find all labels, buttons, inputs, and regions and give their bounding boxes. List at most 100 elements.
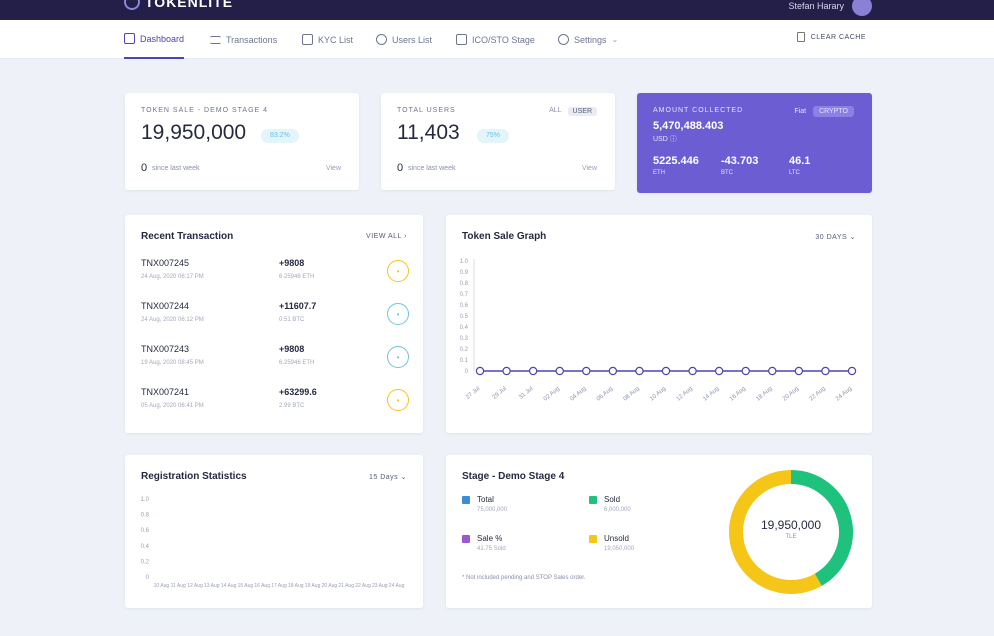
- tx-amount-sub: 6.25946 ETH: [279, 360, 315, 366]
- card-title: Registration Statistics: [141, 471, 247, 482]
- range-dropdown[interactable]: 15 Days ⌄: [368, 474, 407, 481]
- pending-icon: •: [387, 260, 409, 282]
- tx-amount: +9808: [279, 258, 305, 268]
- range-dropdown[interactable]: 30 DAYS ⌄: [815, 234, 856, 241]
- eth-amount: 5225.446 ETH: [653, 155, 699, 176]
- weekly-count: 0: [397, 162, 404, 174]
- logo-text: TOKENLITE: [145, 0, 234, 10]
- toggle-crypto[interactable]: CRYPTO: [813, 106, 854, 117]
- nav-item-stage[interactable]: ICO/STO Stage: [456, 20, 535, 59]
- x-tick-label: 10 Aug: [649, 386, 667, 403]
- user-filter-toggle: ALL USER: [549, 107, 597, 116]
- progress-icon: •: [387, 303, 409, 325]
- x-tick-label: 14 Aug: [221, 583, 237, 589]
- x-tick-label: 16 Aug: [254, 583, 270, 589]
- currency-toggle: Fiat CRYPTO: [794, 106, 854, 117]
- transaction-row[interactable]: TNX007243 19 Aug, 2020 08:45 PM +9808 6.…: [141, 344, 409, 384]
- donut-value: 19,950,000: [760, 518, 822, 532]
- y-tick-label: 0.8: [141, 513, 150, 519]
- data-point: [741, 366, 750, 376]
- y-tick-label: 0.9: [460, 270, 469, 276]
- tx-id: TNX007241: [141, 387, 190, 397]
- transaction-row[interactable]: TNX007241 05 Aug, 2020 06:41 PM +63299.6…: [141, 387, 409, 427]
- nav-item-dashboard[interactable]: Dashboard: [124, 20, 185, 59]
- brand-logo[interactable]: TOKENLITE: [124, 0, 233, 10]
- data-point: [714, 366, 724, 376]
- x-tick-label: 23 Aug: [372, 583, 388, 589]
- tx-amount: +63299.6: [279, 387, 317, 397]
- tx-id: TNX007245: [141, 258, 190, 268]
- btc-amount: -43.703 BTC: [721, 155, 759, 176]
- x-tick-label: 10 Aug: [154, 583, 170, 589]
- legend-swatch: [589, 535, 597, 543]
- nav-item-kyc[interactable]: KYC List: [302, 20, 353, 59]
- y-tick-label: 0.3: [460, 336, 469, 342]
- y-tick-label: 0.2: [460, 347, 469, 353]
- legend-value: 41.75 Sold: [477, 546, 506, 552]
- x-tick-label: 21 Aug: [338, 583, 354, 589]
- kyc-icon: [302, 34, 313, 45]
- data-point: [528, 366, 538, 376]
- tx-date: 05 Aug, 2020 06:41 PM: [141, 403, 204, 409]
- token-sale-value: 19,950,000: [141, 121, 247, 144]
- registration-bar-chart: 0 0.2 0.4 0.6 0.8 1.0 10 Aug 11 Aug 12 Aug 13 Aug…: [141, 497, 405, 589]
- gear-icon: [558, 34, 569, 45]
- legend-swatch: [462, 496, 470, 504]
- legend-label: Total: [477, 495, 494, 504]
- token-sale-graph-card: Token Sale Graph 30 DAYS ⌄ 0 0.1 0.2 0.3 0.4…: [446, 215, 872, 433]
- tx-amount: +11607.7: [279, 301, 317, 311]
- x-tick-label: 14 Aug: [702, 386, 720, 403]
- nav-item-users[interactable]: Users List: [376, 20, 432, 59]
- user-menu[interactable]: Stefan Harary: [788, 0, 872, 16]
- data-point: [768, 366, 777, 376]
- view-link[interactable]: View: [581, 165, 597, 172]
- y-tick-label: 0.6: [141, 528, 150, 534]
- data-point: [635, 366, 644, 376]
- toggle-all[interactable]: ALL: [549, 107, 562, 114]
- transaction-row[interactable]: TNX007244 24 Aug, 2020 06:12 PM +11607.7…: [141, 301, 409, 341]
- nav-label: Users List: [392, 34, 433, 45]
- nav-label: Transactions: [226, 34, 278, 45]
- tx-date: 24 Aug, 2020 06:17 PM: [141, 274, 204, 280]
- clear-cache-button[interactable]: CLEAR CACHE: [796, 32, 866, 42]
- x-tick-label: 08 Aug: [623, 386, 641, 403]
- chevron-right-icon: ›: [404, 233, 407, 240]
- x-tick-label: 22 Aug: [355, 583, 371, 589]
- nav-label: Settings: [574, 34, 607, 45]
- x-tick-label: 22 Aug: [809, 386, 827, 403]
- stage-donut-chart: [729, 470, 853, 594]
- card-title: Stage - Demo Stage 4: [462, 471, 565, 482]
- info-icon: ⓘ: [669, 136, 677, 143]
- toggle-fiat[interactable]: Fiat: [794, 108, 807, 115]
- view-all-link[interactable]: VIEW ALL ›: [366, 233, 407, 240]
- nav-label: Dashboard: [140, 33, 185, 44]
- legend-value: 19,050,000: [604, 546, 635, 552]
- x-tick-label: 24 Aug: [389, 583, 405, 589]
- chevron-down-icon: ⌄: [400, 474, 407, 481]
- registration-statistics-card: Registration Statistics 15 Days ⌄ 0 0.2 0.…: [125, 455, 423, 608]
- card-title: Token Sale Graph: [462, 231, 547, 242]
- users-icon: [376, 34, 387, 45]
- toggle-user[interactable]: USER: [567, 107, 597, 116]
- nav-item-transactions[interactable]: Transactions: [210, 20, 277, 59]
- amount-value: 5,470,488.403: [653, 120, 724, 132]
- ltc-amount: 46.1 LTC: [789, 155, 811, 176]
- x-tick-label: 27 Jul: [465, 386, 481, 401]
- x-tick-label: 16 Aug: [729, 386, 747, 403]
- percent-badge: 75%: [477, 129, 510, 143]
- nav-label: ICO/STO Stage: [472, 34, 535, 45]
- view-link[interactable]: View: [325, 165, 341, 172]
- amount-unit: USD ⓘ: [653, 136, 677, 143]
- x-tick-label: 13 Aug: [204, 583, 220, 589]
- transactions-icon: [210, 35, 221, 44]
- avatar[interactable]: [852, 0, 872, 16]
- nav-item-settings[interactable]: Settings ⌄: [558, 20, 618, 59]
- transaction-row[interactable]: TNX007245 24 Aug, 2020 06:17 PM +9808 6.…: [141, 258, 409, 298]
- weekly-label: since last week: [152, 165, 200, 172]
- data-point: [688, 366, 697, 376]
- donut-unit: TLE: [785, 534, 797, 540]
- tx-amount-sub: 2.99 BTC: [279, 403, 305, 409]
- x-tick-label: 20 Aug: [782, 386, 800, 403]
- x-tick-label: 24 Aug: [835, 386, 853, 403]
- x-tick-label: 04 Aug: [569, 386, 587, 403]
